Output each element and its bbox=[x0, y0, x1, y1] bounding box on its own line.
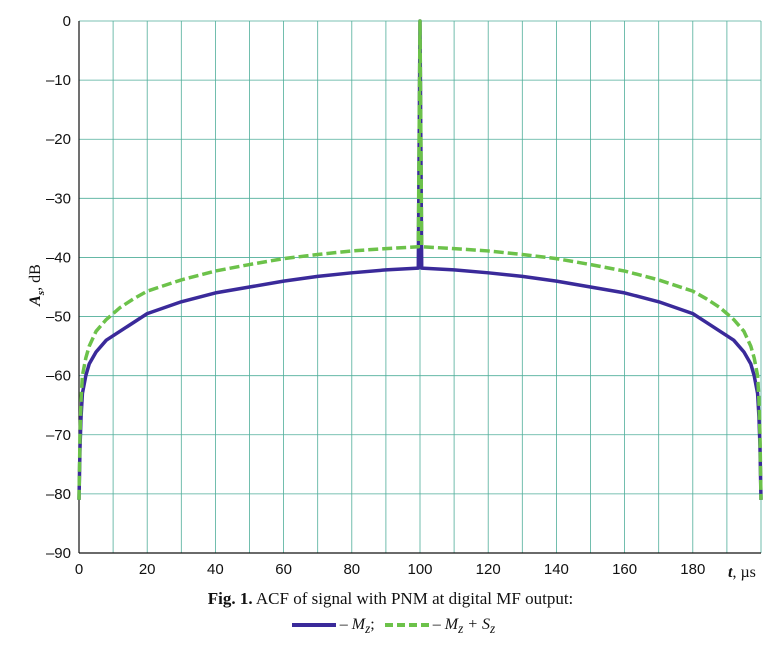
legend: – Mz; – Mz + Sz bbox=[0, 616, 781, 637]
x-tick-label: 60 bbox=[275, 561, 292, 578]
figure-caption: Fig. 1. ACF of signal with PNM at digita… bbox=[0, 589, 781, 609]
x-tick-label: 100 bbox=[407, 561, 432, 578]
tick-labels: 0 20 40 60 80 100 120 140 160 180 0 –10 –20 –30 –40 –50… bbox=[46, 13, 705, 578]
legend-swatch-mz-sz bbox=[384, 623, 429, 628]
y-tick-label: –30 bbox=[46, 190, 71, 207]
x-tick-label: 20 bbox=[139, 561, 156, 578]
y-tick-label: –90 bbox=[46, 545, 71, 562]
legend-label-mz-sz: – Mz + Sz bbox=[432, 616, 496, 637]
x-axis-label: t, µs bbox=[728, 564, 756, 581]
y-tick-label: –60 bbox=[46, 368, 71, 385]
x-tick-label: 0 bbox=[75, 561, 83, 578]
x-tick-label: 180 bbox=[680, 561, 705, 578]
y-tick-label: 0 bbox=[63, 13, 71, 30]
x-tick-label: 80 bbox=[343, 561, 360, 578]
legend-label-mz: – Mz; bbox=[339, 616, 375, 637]
x-tick-label: 40 bbox=[207, 561, 224, 578]
y-tick-label: –80 bbox=[46, 486, 71, 503]
x-tick-label: 140 bbox=[544, 561, 569, 578]
legend-swatch-mz bbox=[291, 623, 336, 628]
y-tick-label: –50 bbox=[46, 309, 71, 326]
acf-chart: 0 20 40 60 80 100 120 140 160 180 0 –10 –20 –30 –40 –50… bbox=[27, 13, 763, 581]
y-tick-label: –20 bbox=[46, 131, 71, 148]
series-group bbox=[77, 19, 763, 500]
y-tick-label: –10 bbox=[46, 72, 71, 89]
x-tick-label: 120 bbox=[476, 561, 501, 578]
caption-text: ACF of signal with PNM at digital MF out… bbox=[255, 589, 574, 608]
x-tick-label: 160 bbox=[612, 561, 637, 578]
y-axis-label: As, dB bbox=[27, 264, 47, 307]
y-tick-label: –40 bbox=[46, 249, 71, 266]
caption-prefix: Fig. 1. bbox=[207, 589, 253, 608]
series-mz-sz-line bbox=[77, 19, 763, 500]
y-tick-label: –70 bbox=[46, 427, 71, 444]
